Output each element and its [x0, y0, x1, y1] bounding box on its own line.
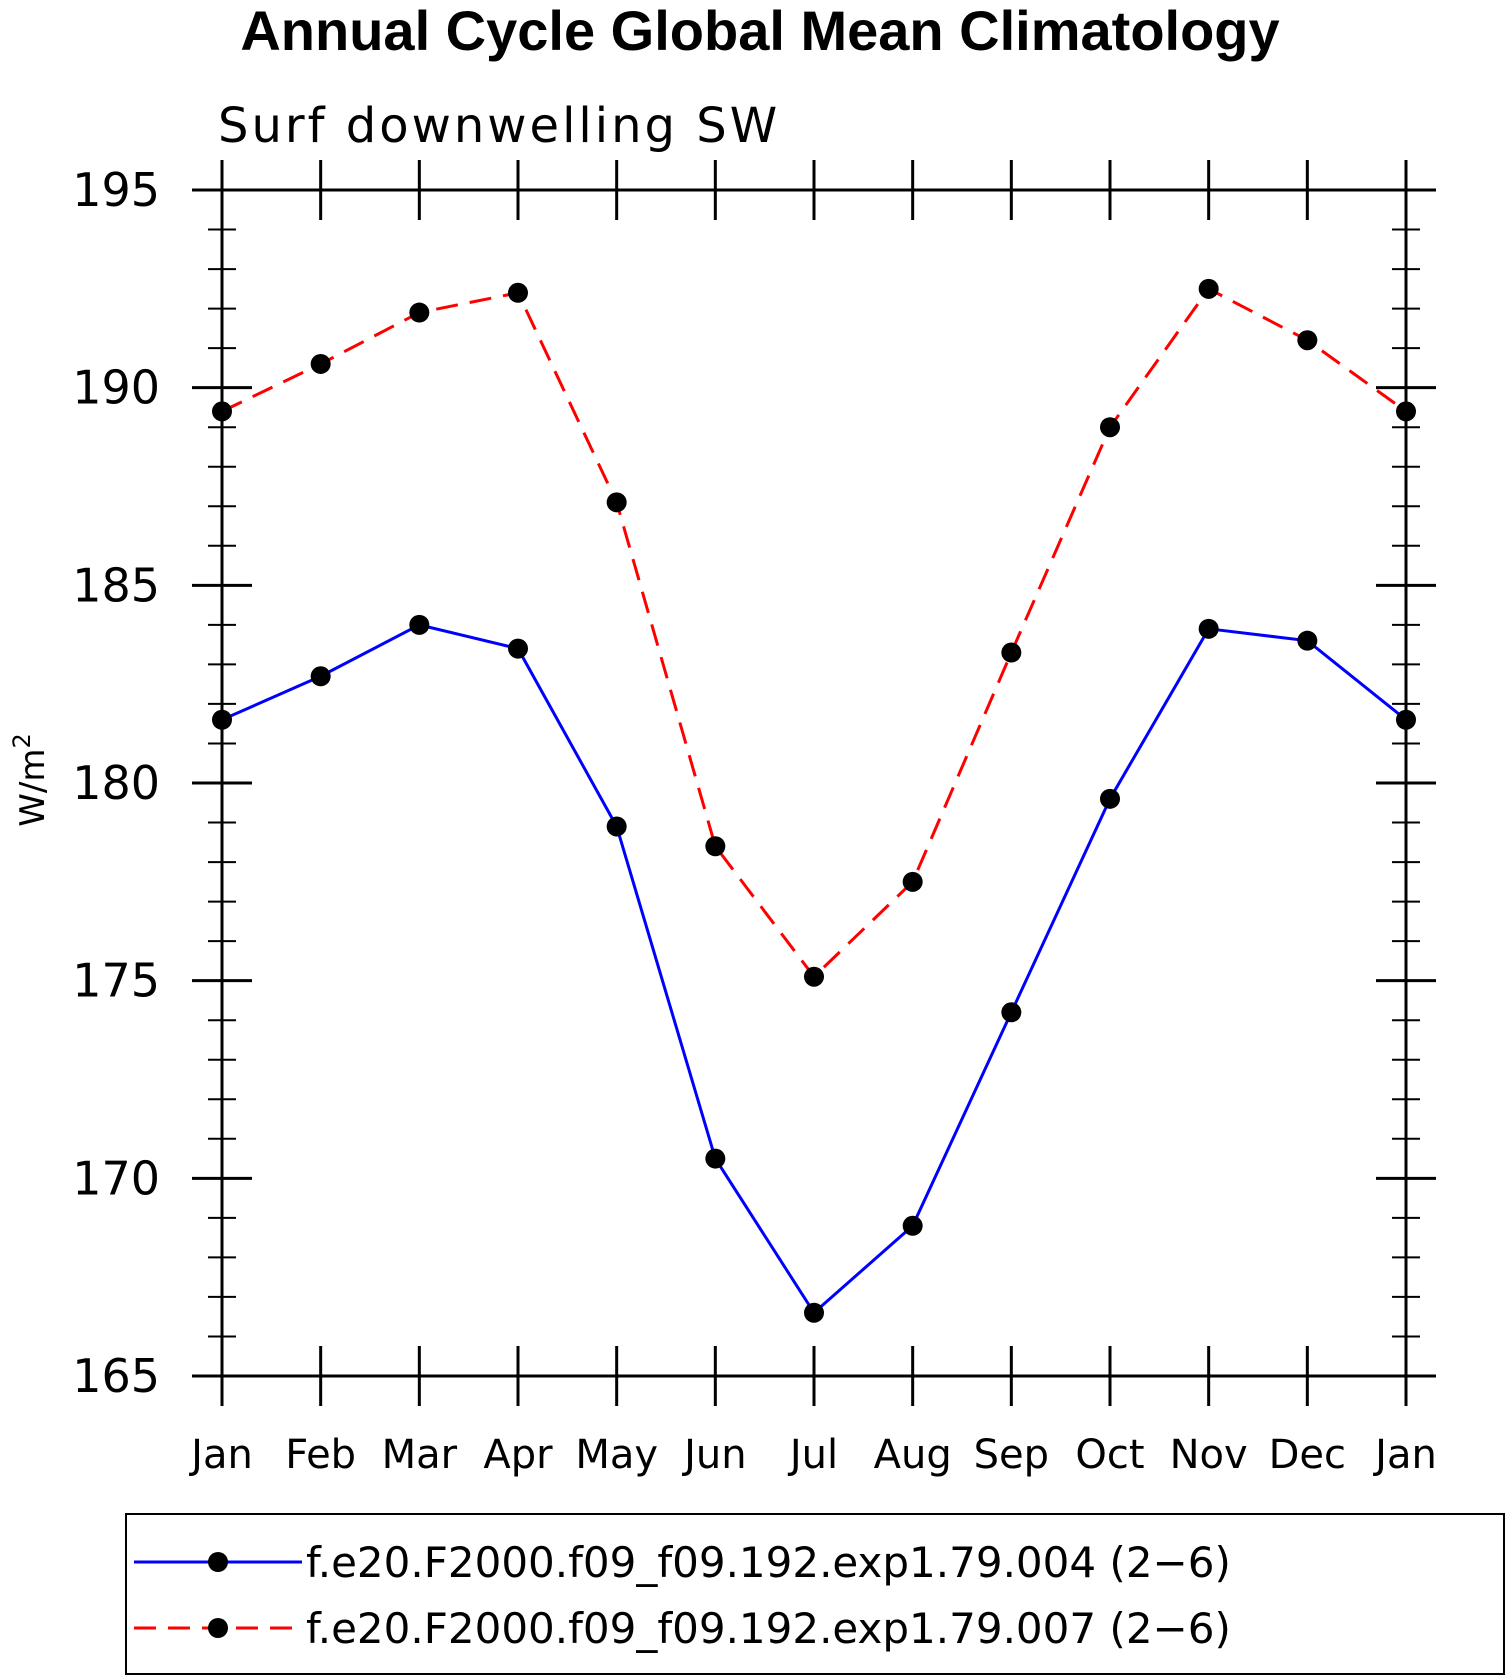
- series-1-point: [212, 709, 232, 730]
- legend: f.e20.F2000.f09_f09.192.exp1.79.004 (2−6…: [125, 1513, 1505, 1675]
- series-1-point: [804, 1302, 824, 1323]
- series-2-point: [1297, 330, 1318, 351]
- axis-frame: Jan Feb Mar Apr May Jun Jul Aug Sep Oct Nov Dec Jan 1…: [72, 160, 1437, 1478]
- y-tick-label: 175: [72, 954, 160, 1008]
- plot-border: [220, 188, 1408, 1378]
- x-tick-label: Nov: [1170, 1432, 1248, 1478]
- series-2-point: [409, 302, 430, 323]
- y-tick-label: 195: [72, 163, 160, 217]
- series-1-point: [1198, 618, 1219, 639]
- y-tick-label: 190: [72, 361, 160, 415]
- y-axis-label: W/m2: [8, 733, 53, 826]
- series-1-point: [508, 638, 528, 659]
- series-1-point: [1396, 709, 1416, 730]
- series-2-point: [508, 282, 528, 303]
- x-tick-label: Aug: [874, 1432, 952, 1478]
- series-2-point: [804, 966, 824, 987]
- series-2-point: [212, 401, 232, 422]
- legend-entry-label: f.e20.F2000.f09_f09.192.exp1.79.004 (2−6…: [306, 1538, 1231, 1587]
- series-1-point: [902, 1215, 923, 1236]
- y-tick-label: 165: [72, 1349, 160, 1403]
- y-tick-label: 185: [72, 558, 160, 612]
- x-tick-label: Apr: [483, 1432, 553, 1478]
- chart-subtitle: Surf downwelling SW: [218, 98, 780, 154]
- x-tick-label: Sep: [974, 1432, 1049, 1478]
- series-2-point: [310, 353, 331, 374]
- x-tick-label: Feb: [285, 1432, 356, 1478]
- series-2-point: [705, 836, 726, 857]
- series-line-2: [221, 286, 1407, 979]
- series-1-point: [1001, 1002, 1022, 1023]
- legend-swatch-marker: [208, 1552, 228, 1572]
- x-tick-label: Jun: [681, 1432, 747, 1478]
- series-1-point: [409, 614, 430, 635]
- x-tick-label: May: [575, 1432, 658, 1478]
- chart-title: Annual Cycle Global Mean Climatology: [240, 0, 1279, 62]
- series-2-point: [1396, 401, 1416, 422]
- series-1-point: [310, 666, 331, 687]
- series-1-point: [606, 816, 627, 837]
- y-tick-label: 180: [72, 756, 160, 810]
- x-tick-label: Jan: [1372, 1432, 1437, 1478]
- legend-swatch-marker: [208, 1618, 228, 1638]
- series-1-point: [705, 1148, 726, 1169]
- series-2-point: [1001, 642, 1022, 663]
- series-2-point: [902, 871, 923, 892]
- series-layer: [212, 278, 1416, 1323]
- x-tick-label: Mar: [382, 1432, 458, 1478]
- y-tick-label: 170: [72, 1151, 160, 1205]
- series-2-point: [1100, 417, 1120, 438]
- x-tick-label: Dec: [1269, 1432, 1346, 1478]
- legend-box: [125, 1513, 1505, 1675]
- x-tick-label: Jan: [188, 1432, 253, 1478]
- legend-entry-label: f.e20.F2000.f09_f09.192.exp1.79.007 (2−6…: [306, 1604, 1231, 1653]
- series-2-point: [1198, 278, 1219, 299]
- x-tick-label: Oct: [1075, 1432, 1144, 1478]
- series-1-point: [1297, 630, 1318, 651]
- x-tick-label: Jul: [787, 1432, 838, 1478]
- series-1-point: [1100, 788, 1120, 809]
- series-2-point: [606, 492, 627, 513]
